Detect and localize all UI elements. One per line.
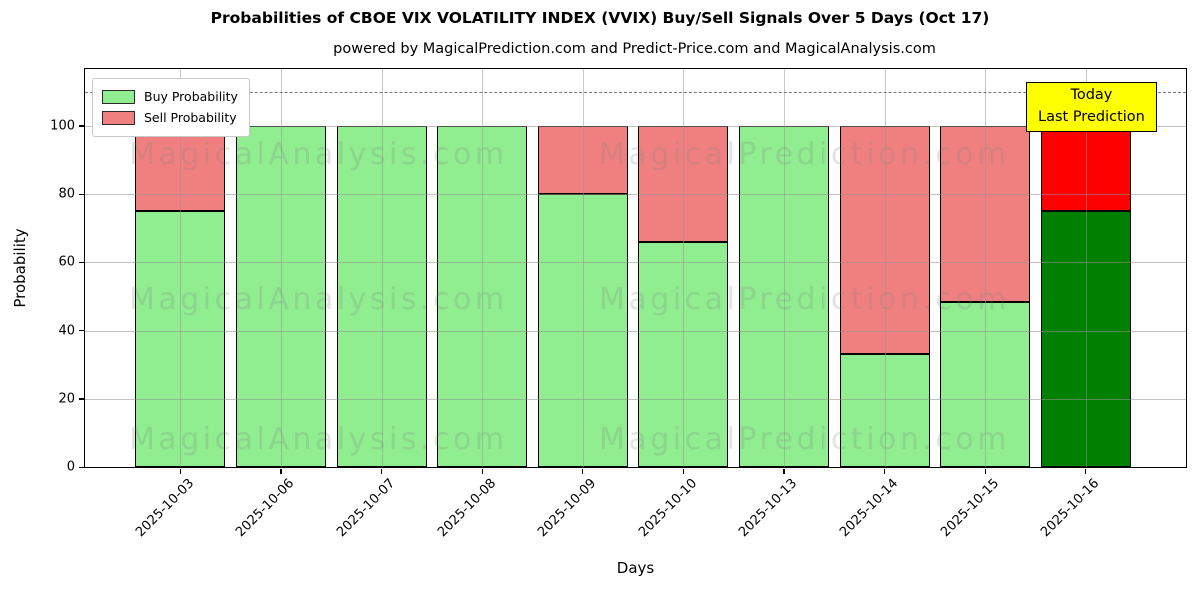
x-tick-mark xyxy=(582,468,584,474)
y-tick-mark xyxy=(78,398,84,400)
watermark-right: MagicalPrediction.com xyxy=(599,422,1010,457)
x-tick-label: 2025-10-15 xyxy=(937,476,1002,541)
x-gridline xyxy=(482,69,484,467)
y-tick-mark xyxy=(78,466,84,468)
plot-area: Probability Days Buy Probability Sell Pr… xyxy=(11,68,1187,577)
x-gridline xyxy=(381,69,383,467)
x-gridline xyxy=(985,69,987,467)
legend-item-sell: Sell Probability xyxy=(102,107,238,128)
dashed-reference-line xyxy=(85,91,1186,93)
x-tick-label: 2025-10-09 xyxy=(535,476,600,541)
x-gridline xyxy=(884,69,886,467)
y-gridline xyxy=(85,330,1186,332)
y-gridline xyxy=(85,125,1186,127)
y-tick-label: 80 xyxy=(58,186,75,202)
y-gridline xyxy=(85,398,1186,400)
legend-label-buy: Buy Probability xyxy=(144,89,238,104)
x-tick-label: 2025-10-06 xyxy=(233,476,298,541)
x-tick-mark xyxy=(381,468,383,474)
watermark-right: MagicalPrediction.com xyxy=(599,282,1010,317)
y-tick-label: 20 xyxy=(58,391,75,407)
x-tick-label: 2025-10-03 xyxy=(132,476,197,541)
watermark-left: MagicalAnalysis.com xyxy=(129,137,508,172)
x-tick-label: 2025-10-07 xyxy=(334,476,399,541)
x-tick-mark xyxy=(1085,468,1087,474)
annotation-line-1: Today xyxy=(1070,87,1113,103)
y-gridline xyxy=(85,262,1186,264)
x-tick-label: 2025-10-08 xyxy=(434,476,499,541)
x-axis-label: Days xyxy=(616,559,655,577)
x-gridline xyxy=(1085,69,1087,467)
x-tick-mark xyxy=(280,468,282,474)
sell-probability-swatch-icon xyxy=(102,110,135,125)
legend: Buy Probability Sell Probability xyxy=(92,78,250,137)
x-tick-mark xyxy=(884,468,886,474)
watermark-right: MagicalPrediction.com xyxy=(599,137,1010,172)
y-tick-label: 60 xyxy=(58,254,75,270)
y-tick-label: 100 xyxy=(50,118,75,134)
x-tick-label: 2025-10-10 xyxy=(635,476,700,541)
y-tick-mark xyxy=(78,261,84,264)
y-axis-label: Probability xyxy=(11,228,29,308)
x-tick-mark xyxy=(783,468,785,474)
today-last-prediction-annotation: Today Last Prediction xyxy=(1026,82,1157,132)
y-tick-label: 0 xyxy=(66,459,75,475)
x-gridline xyxy=(783,69,785,467)
x-gridline xyxy=(280,69,282,467)
chart-title: Probabilities of CBOE VIX VOLATILITY IND… xyxy=(210,9,990,27)
x-gridline xyxy=(180,69,182,467)
legend-item-buy: Buy Probability xyxy=(102,86,238,107)
x-tick-mark xyxy=(481,468,483,474)
x-gridline xyxy=(683,69,685,467)
watermark-left: MagicalAnalysis.com xyxy=(129,282,508,317)
x-gridline xyxy=(582,69,584,467)
y-tick-mark xyxy=(78,125,84,127)
x-tick-label: 2025-10-14 xyxy=(837,476,902,541)
y-gridline xyxy=(85,194,1186,196)
x-tick-label: 2025-10-16 xyxy=(1038,476,1103,541)
chart-subtitle: powered by MagicalPrediction.com and Pre… xyxy=(333,41,936,57)
x-tick-mark xyxy=(179,468,182,474)
annotation-line-2: Last Prediction xyxy=(1038,108,1145,125)
x-tick-mark xyxy=(682,468,685,474)
y-tick-label: 40 xyxy=(58,323,75,339)
x-tick-label: 2025-10-13 xyxy=(736,476,801,541)
buy-probability-swatch-icon xyxy=(102,89,135,104)
y-tick-mark xyxy=(78,330,84,332)
y-tick-mark xyxy=(78,193,84,195)
x-tick-mark xyxy=(984,468,986,474)
watermark-left: MagicalAnalysis.com xyxy=(129,422,508,457)
legend-label-sell: Sell Probability xyxy=(144,110,237,126)
